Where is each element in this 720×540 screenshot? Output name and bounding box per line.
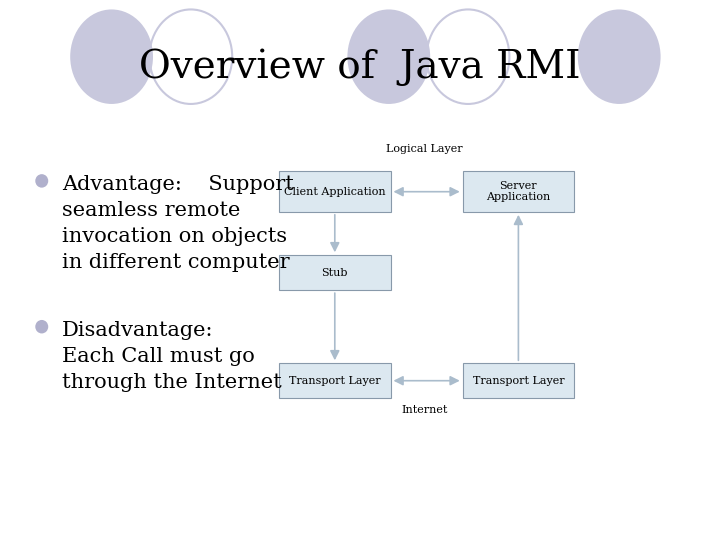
FancyBboxPatch shape [279,363,390,399]
Text: Transport Layer: Transport Layer [472,376,564,386]
Ellipse shape [348,10,431,104]
FancyBboxPatch shape [462,363,575,399]
Ellipse shape [35,174,48,187]
Text: Server
Application: Server Application [486,181,551,202]
FancyBboxPatch shape [279,255,390,291]
Text: Advantage:    Support
seamless remote
invocation on objects
in different compute: Advantage: Support seamless remote invoc… [62,176,294,272]
Text: Logical Layer: Logical Layer [387,144,463,153]
Text: Client Application: Client Application [284,187,386,197]
Ellipse shape [35,320,48,333]
Text: Transport Layer: Transport Layer [289,376,381,386]
Text: Internet: Internet [402,406,448,415]
FancyBboxPatch shape [462,172,575,212]
Text: Overview of  Java RMI: Overview of Java RMI [139,49,581,86]
Text: Disadvantage:
Each Call must go
through the Internet: Disadvantage: Each Call must go through … [62,321,282,392]
FancyBboxPatch shape [279,172,390,212]
Ellipse shape [578,10,661,104]
Text: Stub: Stub [322,268,348,278]
Ellipse shape [70,10,153,104]
